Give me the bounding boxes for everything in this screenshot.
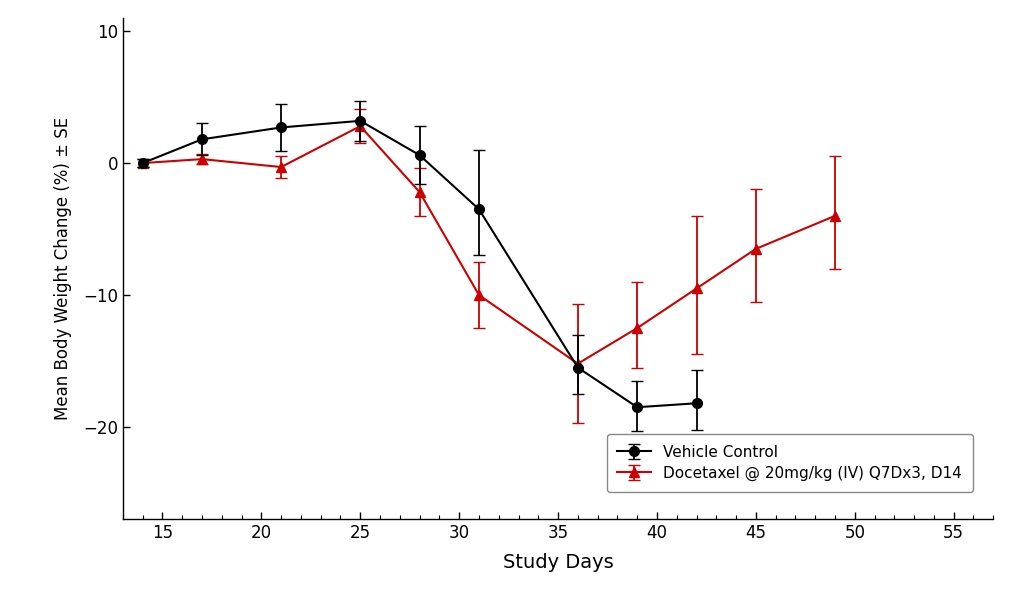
X-axis label: Study Days: Study Days [503,553,613,573]
Legend: Vehicle Control, Docetaxel @ 20mg/kg (IV) Q7Dx3, D14: Vehicle Control, Docetaxel @ 20mg/kg (IV… [606,434,973,492]
Y-axis label: Mean Body Weight Change (%) ± SE: Mean Body Weight Change (%) ± SE [54,117,72,420]
